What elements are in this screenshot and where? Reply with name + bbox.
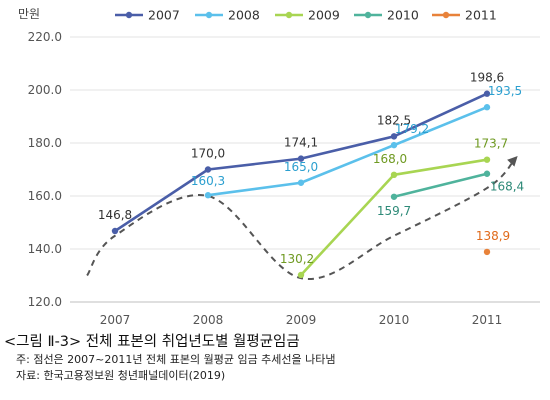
legend-label: 2007 xyxy=(148,8,180,23)
series-line-2010 xyxy=(393,172,488,199)
x-tick-label: 2009 xyxy=(286,313,317,327)
data-point-2009 xyxy=(390,171,398,178)
x-tick-label: 2011 xyxy=(472,313,503,327)
y-tick-label: 160.0 xyxy=(28,189,62,203)
y-tick-label: 120.0 xyxy=(28,295,62,309)
x-axis-ticks: 2007 2008 2009 2010 2011 xyxy=(100,313,503,327)
data-label: 170,0 xyxy=(191,147,225,161)
data-labels: 146,8 170,0 174,1 182,5 198,6 160,3 165,0 179,2… xyxy=(98,71,524,266)
figure-title: <그림 Ⅱ-3> 전체 표본의 취업년도별 월평균임금 xyxy=(4,334,300,350)
y-axis-ticks: 120.0 140.0 160.0 180.0 200.0 220.0 xyxy=(28,30,62,309)
legend-label: 2009 xyxy=(308,8,340,23)
legend: 2007 2008 2009 2010 2011 xyxy=(115,8,497,23)
data-label: 165,0 xyxy=(284,160,318,174)
data-label: 182,5 xyxy=(377,113,411,127)
data-label: 138,9 xyxy=(476,229,510,243)
data-point-2007 xyxy=(483,90,491,97)
data-point-2007 xyxy=(297,155,305,162)
y-tick-label: 220.0 xyxy=(28,30,62,44)
legend-label: 2011 xyxy=(465,8,497,23)
data-label: 173,7 xyxy=(474,137,508,151)
gridlines xyxy=(70,36,540,303)
y-axis-unit-label: 만원 xyxy=(18,7,40,21)
x-tick-label: 2010 xyxy=(379,313,410,327)
legend-marker-2007 xyxy=(125,11,133,19)
data-label: 168,0 xyxy=(373,152,407,166)
y-tick-label: 200.0 xyxy=(28,83,62,97)
data-point-2007 xyxy=(111,227,119,235)
figure-note: 주: 점선은 2007~2011년 전체 표본의 월평균 임금 추세선을 나타냄 xyxy=(16,353,336,366)
x-tick-label: 2008 xyxy=(193,313,224,327)
legend-marker-2010 xyxy=(364,11,372,19)
data-label: 146,8 xyxy=(98,208,132,222)
y-tick-label: 180.0 xyxy=(28,136,62,150)
data-point-2010 xyxy=(390,193,398,200)
legend-marker-2011 xyxy=(442,11,450,19)
data-label: 159,7 xyxy=(377,204,411,218)
legend-marker-2008 xyxy=(205,11,213,19)
data-point-2008 xyxy=(297,179,305,186)
data-point-2010 xyxy=(483,170,491,177)
data-point-2008 xyxy=(204,192,212,199)
data-label: 198,6 xyxy=(470,71,504,85)
data-point-2009 xyxy=(483,156,491,163)
data-label: 130,2 xyxy=(280,252,314,266)
x-tick-label: 2007 xyxy=(100,313,131,327)
figure-caption: <그림 Ⅱ-3> 전체 표본의 취업년도별 월평균임금 주: 점선은 2007~… xyxy=(4,332,544,384)
data-point-2008 xyxy=(390,141,398,149)
y-tick-label: 140.0 xyxy=(28,242,62,256)
legend-label: 2008 xyxy=(228,8,260,23)
data-point-2011 xyxy=(483,248,491,256)
data-point-2007 xyxy=(390,133,398,140)
data-label: 160,3 xyxy=(191,174,225,188)
legend-label: 2010 xyxy=(387,8,419,23)
data-point-2007 xyxy=(204,166,212,173)
figure-source: 자료: 한국고용정보원 청년패널데이터(2019) xyxy=(16,369,226,382)
data-label: 193,5 xyxy=(488,84,522,98)
data-label: 179,2 xyxy=(395,122,429,136)
series-layer xyxy=(111,90,491,279)
legend-marker-2009 xyxy=(285,11,293,19)
data-label: 174,1 xyxy=(284,136,318,150)
data-point-2009 xyxy=(297,271,305,279)
data-label: 168,4 xyxy=(490,180,524,194)
data-point-2008 xyxy=(483,104,491,111)
series-line-2008 xyxy=(207,106,488,197)
